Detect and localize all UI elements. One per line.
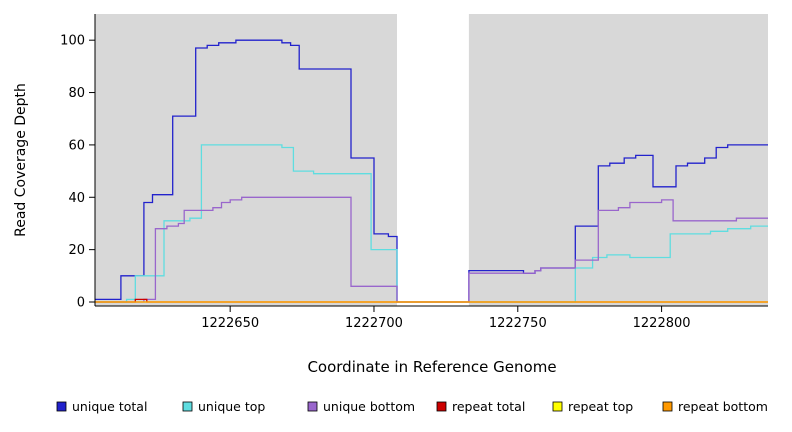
y-tick-label: 40 xyxy=(68,191,85,206)
plot-background xyxy=(95,14,768,306)
legend-item: unique total xyxy=(56,399,147,414)
x-tick-label: 1222700 xyxy=(345,316,403,331)
y-tick-label: 0 xyxy=(77,296,85,311)
legend-item: unique bottom xyxy=(307,399,415,414)
y-tick-label: 20 xyxy=(68,243,85,258)
legend-swatch-unique-total xyxy=(56,401,67,412)
legend-item: unique top xyxy=(182,399,265,414)
legend-label: unique total xyxy=(72,399,147,414)
legend: unique total unique top unique bottom repea… xyxy=(56,399,768,414)
series-line-unique-top xyxy=(95,144,768,303)
legend-item: repeat total xyxy=(436,399,525,414)
legend-swatch-unique-bottom xyxy=(307,401,318,412)
axes: 1222650 1222700 1222750 1222800 0 20 40 60 80 100 xyxy=(60,14,768,331)
legend-label: repeat bottom xyxy=(678,399,768,414)
x-tick-label: 1222750 xyxy=(489,316,547,331)
legend-item: repeat bottom xyxy=(662,399,768,414)
y-tick-label: 80 xyxy=(68,86,85,101)
series-line-unique-bottom xyxy=(95,196,768,303)
x-tick-label: 1222800 xyxy=(633,316,691,331)
legend-label: unique top xyxy=(198,399,265,414)
legend-swatch-repeat-top xyxy=(552,401,563,412)
y-tick-label: 60 xyxy=(68,138,85,153)
legend-label: repeat top xyxy=(568,399,633,414)
y-axis-title: Read Coverage Depth xyxy=(13,83,29,237)
x-axis-title: Coordinate in Reference Genome xyxy=(307,358,556,376)
legend-swatch-repeat-bottom xyxy=(662,401,673,412)
coverage-gap-band xyxy=(396,14,469,306)
x-tick-label: 1222650 xyxy=(201,316,259,331)
legend-item: repeat top xyxy=(552,399,633,414)
legend-swatch-unique-top xyxy=(182,401,193,412)
legend-swatch-repeat-total xyxy=(436,401,447,412)
legend-label: unique bottom xyxy=(323,399,415,414)
y-tick-label: 100 xyxy=(60,34,85,49)
legend-label: repeat total xyxy=(452,399,525,414)
series-lines xyxy=(95,39,768,303)
